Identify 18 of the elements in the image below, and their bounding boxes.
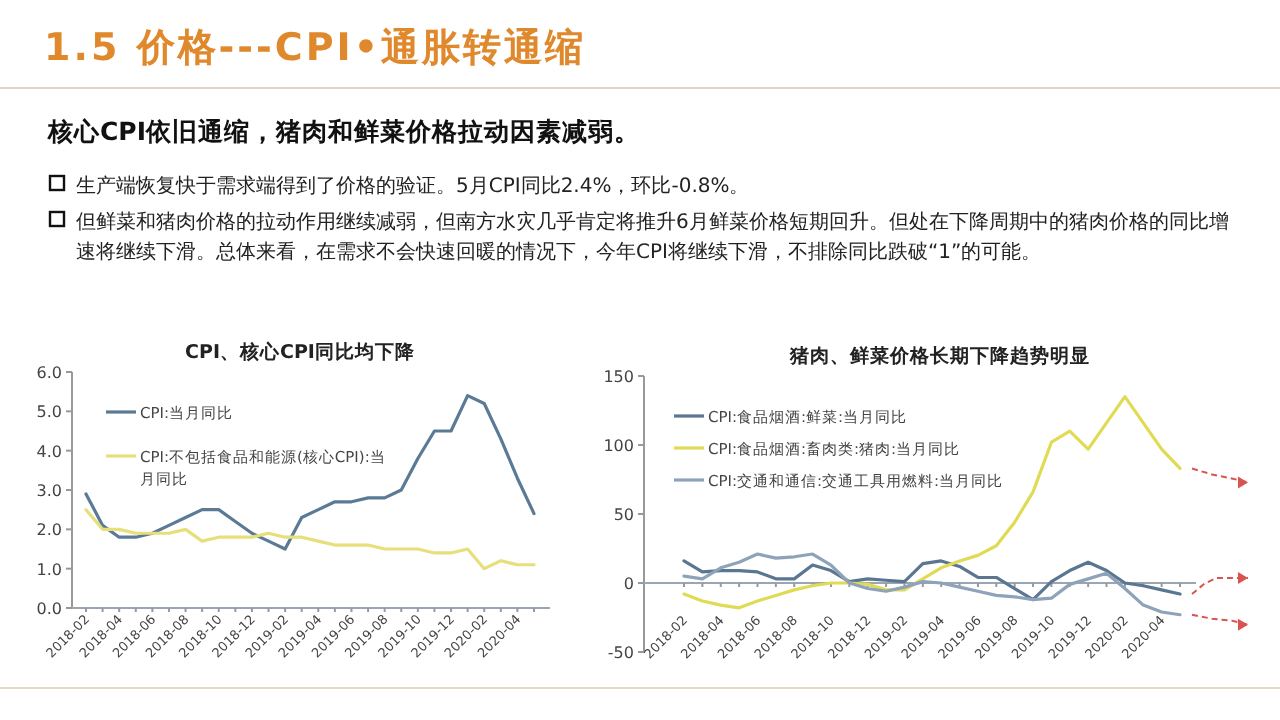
y-tick-label: 3.0 <box>36 482 62 500</box>
y-tick-label: 6.0 <box>36 364 62 382</box>
text: 1.5 价格---CPI•通胀转通缩 <box>44 26 587 70</box>
y-tick-label: 4.0 <box>36 442 62 461</box>
y-tick-label: 50 <box>613 506 634 524</box>
text: 生产端恢复快于需求端得到了价格的验证。5月CPI同比2.4%，环比-0.8%。 <box>76 174 750 198</box>
y-tick-label: 100 <box>603 437 634 455</box>
text: 核心CPI依旧通缩，猪肉和鲜菜价格拉动因素减弱。 <box>46 116 640 146</box>
y-tick-label: 150 <box>603 368 634 386</box>
chart-title: CPI、核心CPI同比均下降 <box>185 340 417 364</box>
y-tick-label: -50 <box>607 644 634 662</box>
y-tick-label: 5.0 <box>36 403 62 422</box>
y-tick-label: 2.0 <box>36 521 62 540</box>
text: 但鲜菜和猪肉价格的拉动作用继续减弱，但南方水灾几乎肯定将推升6月鲜菜价格短期回升。但处在下降周期中的猪肉价格的同比增速将继续下滑。总体来看，在需求不会快速回暖的情况下，今年CPI将继续下滑，不排除同比跌破“1”的可能。 <box>76 210 1229 264</box>
y-tick-label: 0.0 <box>36 600 62 618</box>
chart-title: 猪肉、鲜菜价格长期下降趋势明显 <box>788 344 1090 368</box>
y-tick-label: 0 <box>623 575 634 593</box>
y-tick-label: 1.0 <box>36 560 62 579</box>
